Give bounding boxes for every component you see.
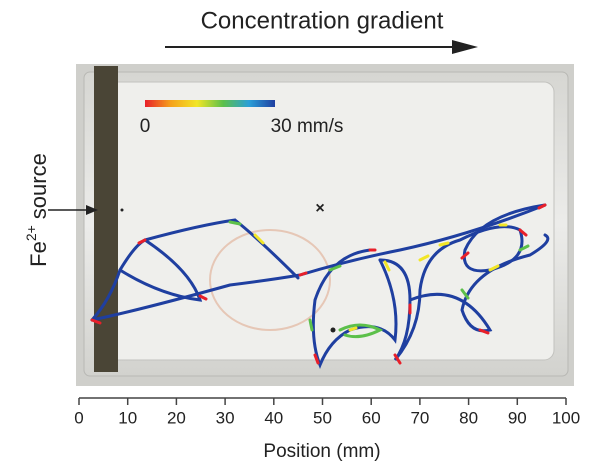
source-strip — [94, 66, 118, 372]
source-label: Fe2+ source — [23, 153, 51, 267]
dot — [120, 208, 124, 212]
x-tick-label: 10 — [118, 408, 137, 427]
track — [408, 233, 550, 333]
track — [228, 220, 530, 332]
x-tick-label: 40 — [264, 408, 283, 427]
colorbar — [145, 100, 275, 107]
x-tick-label: 30 — [216, 408, 235, 427]
colorbar-label: 30 mm/s — [271, 116, 344, 137]
x-tick-label: 60 — [362, 408, 381, 427]
marker-x: × — [315, 200, 324, 217]
x-tick-label: 20 — [167, 408, 186, 427]
track — [90, 203, 547, 365]
track — [311, 248, 398, 370]
stain — [209, 229, 331, 331]
x-tick-label: 70 — [410, 408, 429, 427]
x-tick-label: 100 — [552, 408, 580, 427]
title: Concentration gradient — [201, 7, 444, 34]
x-tick-label: 90 — [508, 408, 527, 427]
source-rest: source — [26, 153, 51, 219]
x-tick-label: 50 — [313, 408, 332, 427]
source-sup: 2+ — [23, 225, 39, 241]
dot — [330, 327, 336, 333]
arrow-head — [452, 40, 478, 54]
x-tick-label: 0 — [74, 408, 83, 427]
x-tick-label: 80 — [459, 408, 478, 427]
source-base: Fe — [26, 241, 51, 267]
arrow-head — [86, 205, 98, 215]
track — [338, 323, 384, 339]
colorbar-label: 0 — [140, 116, 151, 137]
source-text: Fe2+ source — [23, 153, 51, 267]
track — [118, 238, 203, 302]
track — [253, 223, 508, 332]
x-axis-title: Position (mm) — [263, 441, 380, 462]
trajectory — [90, 203, 550, 370]
